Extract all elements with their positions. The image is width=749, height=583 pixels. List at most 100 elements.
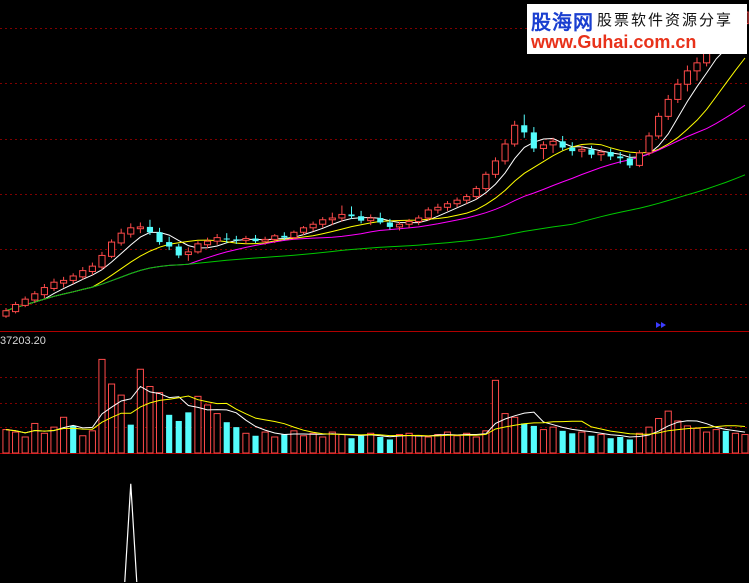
volume-bar: [309, 432, 317, 454]
volume-bar: [693, 427, 701, 454]
price-ma-line: [5, 57, 746, 312]
watermark-url: www.Guhai.com.cn: [531, 32, 697, 52]
candle: [617, 152, 624, 164]
candle-body: [443, 203, 452, 208]
candle: [21, 296, 29, 308]
candle: [405, 218, 413, 228]
volume-bar: [12, 431, 20, 454]
candle: [395, 221, 404, 231]
candle-body: [60, 279, 68, 284]
candle-body: [395, 223, 404, 228]
volume-bar: [491, 379, 500, 454]
candle: [377, 212, 384, 225]
candle: [60, 276, 68, 288]
candle: [40, 283, 48, 299]
volume-ma-line: [5, 395, 746, 437]
candle: [539, 141, 548, 160]
candle: [588, 145, 595, 159]
candle: [223, 233, 230, 243]
volume-bar: [703, 431, 711, 454]
volume-bar: [281, 434, 288, 453]
candle-body: [491, 160, 500, 175]
volume-bar: [70, 425, 77, 453]
volume-bar: [443, 431, 452, 454]
candle: [156, 227, 163, 245]
volume-bar: [472, 436, 480, 454]
candle-body: [299, 227, 308, 233]
candle-body: [607, 152, 614, 157]
candle-body: [645, 135, 653, 154]
candle: [549, 137, 557, 153]
price-ma-line: [5, 28, 746, 312]
volume-bar: [40, 432, 48, 454]
candle: [664, 94, 672, 120]
volume-bar: [185, 412, 192, 453]
watermark-logo: 股海网 股票软件资源分享 www.Guhai.com.cn: [527, 4, 747, 54]
volume-bar: [539, 429, 548, 454]
candle-body: [233, 239, 240, 241]
volume-bar: [194, 395, 202, 454]
candle: [79, 267, 87, 280]
candle: [146, 219, 154, 235]
candle-body: [521, 125, 528, 133]
candle-body: [655, 115, 663, 137]
volume-bar: [664, 410, 672, 454]
candle-body: [156, 232, 163, 243]
candle: [328, 212, 336, 226]
candle: [338, 205, 346, 222]
candle: [2, 308, 10, 318]
candle: [674, 78, 682, 103]
candle: [424, 207, 432, 221]
volume-bar: [712, 429, 720, 454]
volume-bars: [2, 358, 749, 454]
candle: [184, 247, 192, 261]
volume-bar: [358, 435, 365, 453]
candle-body: [117, 232, 125, 244]
candle: [98, 251, 106, 270]
volume-bar: [405, 432, 413, 454]
candle-body: [578, 148, 586, 152]
candle-body: [386, 222, 393, 227]
volume-bar: [338, 434, 346, 454]
candle: [175, 243, 182, 259]
volume-bar: [127, 424, 134, 453]
volume-bar: [530, 425, 537, 453]
candle-body: [617, 156, 624, 159]
candle: [415, 215, 423, 226]
candle-body: [367, 217, 375, 222]
volume-bar: [722, 430, 729, 453]
volume-bar: [626, 439, 633, 453]
candle-body: [501, 143, 509, 162]
candle-body: [549, 140, 557, 146]
candle-body: [271, 235, 279, 240]
candle-body: [50, 281, 58, 289]
candle: [69, 273, 77, 284]
candle-body: [31, 293, 39, 301]
volume-bar: [223, 422, 230, 453]
candle-body: [184, 251, 192, 256]
volume-bar: [569, 433, 576, 453]
volume-bar: [424, 436, 432, 454]
candle-body: [453, 199, 461, 205]
candle-body: [290, 231, 298, 239]
candle-body: [358, 216, 365, 221]
scroll-arrow-icon[interactable]: [656, 322, 666, 328]
volume-bar: [617, 436, 624, 453]
volume-bar: [482, 430, 490, 454]
volume-bar: [377, 436, 384, 453]
candle-body: [338, 213, 346, 219]
candle: [635, 150, 643, 168]
candle-body: [242, 238, 250, 241]
volume-bar: [348, 438, 355, 453]
candle-body: [2, 310, 10, 317]
volume-bar: [261, 431, 269, 454]
candle: [443, 201, 452, 211]
candle-body: [21, 298, 29, 306]
candle-body: [328, 217, 336, 221]
candle: [233, 235, 240, 244]
candle-body: [309, 223, 317, 229]
candle: [136, 222, 144, 234]
volume-bar: [434, 434, 442, 454]
candle: [482, 171, 490, 192]
volume-bar: [501, 413, 509, 454]
